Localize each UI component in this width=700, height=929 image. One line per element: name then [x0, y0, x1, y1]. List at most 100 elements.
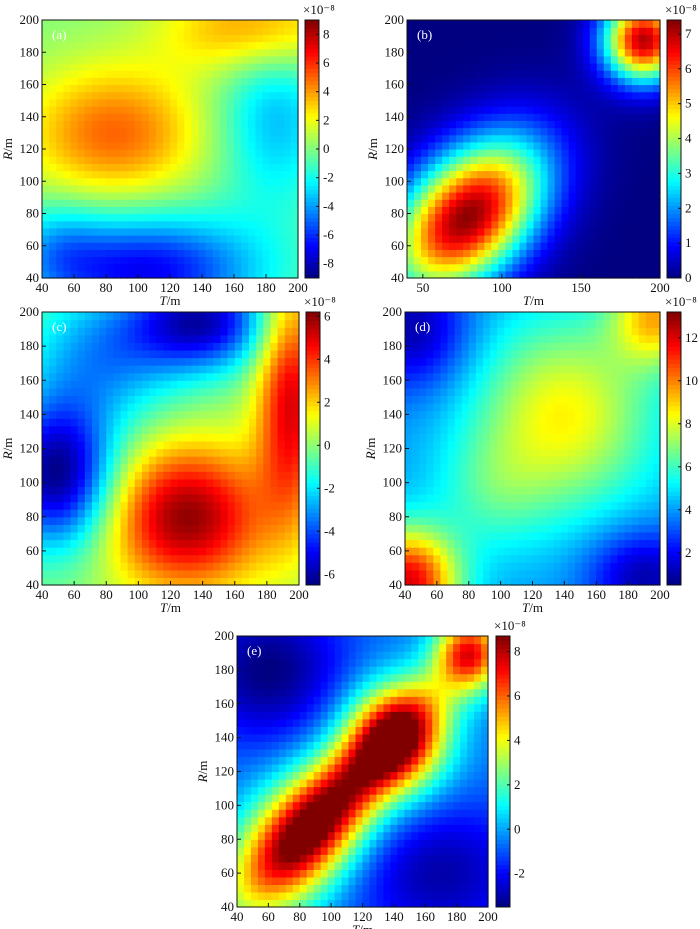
heatmap-cell — [283, 263, 292, 272]
colorbar-step — [305, 36, 319, 41]
heatmap-cell — [463, 120, 471, 129]
heatmap-cell — [610, 98, 619, 107]
y-axis-title: R/m — [0, 438, 15, 461]
colorbar-exponent: ×10⁻⁸ — [304, 294, 336, 309]
heatmap-cell — [505, 34, 514, 43]
heatmap-cell — [77, 494, 86, 503]
heatmap-cell — [610, 84, 619, 93]
heatmap-cell — [525, 486, 534, 495]
heatmap-cell — [610, 263, 619, 272]
heatmap-cell — [610, 70, 619, 78]
heatmap-cell — [70, 357, 79, 366]
colorbar-step — [305, 249, 319, 255]
heatmap-cell — [589, 547, 597, 556]
heatmap-cell — [490, 425, 498, 434]
heatmap-cell — [575, 516, 583, 525]
heatmap-cell — [241, 509, 250, 518]
heatmap-cell — [141, 554, 150, 563]
heatmap-cell — [484, 170, 492, 179]
heatmap-cell — [227, 418, 236, 427]
heatmap-cell — [149, 395, 157, 404]
heatmap-cell — [283, 48, 292, 57]
heatmap-cell — [449, 98, 457, 107]
heatmap-cell — [617, 55, 626, 64]
heatmap-cell — [177, 184, 185, 193]
heatmap-cell — [212, 27, 221, 35]
heatmap-cell — [198, 48, 207, 57]
heatmap-cell — [213, 418, 222, 427]
heatmap-cell — [184, 156, 192, 164]
heatmap-cell — [277, 410, 286, 419]
heatmap-cell — [498, 249, 506, 258]
colorbar-step — [667, 261, 681, 267]
heatmap-cell — [421, 113, 429, 121]
heatmap-cell — [106, 365, 114, 374]
heatmap-cell — [212, 163, 221, 172]
heatmap-cell — [84, 547, 93, 556]
heatmap-cell — [84, 494, 93, 503]
colorbar-step — [306, 486, 320, 492]
heatmap-cell — [547, 27, 556, 35]
heatmap-cell — [70, 395, 79, 404]
heatmap-cell — [291, 440, 300, 450]
heatmap-cell — [134, 516, 143, 525]
heatmap-cell — [468, 554, 477, 563]
heatmap-cell — [426, 494, 434, 503]
heatmap-cell — [56, 357, 65, 366]
heatmap-cell — [645, 242, 654, 250]
heatmap-cell — [407, 220, 415, 229]
heatmap-cell — [63, 113, 72, 121]
heatmap-cell — [234, 177, 242, 186]
heatmap-cell — [603, 27, 612, 35]
heatmap-cell — [270, 516, 279, 525]
heatmap-cell — [624, 20, 633, 28]
heatmap-cell — [42, 425, 50, 434]
heatmap-cell — [617, 577, 626, 586]
heatmap-cell — [184, 395, 193, 404]
heatmap-cell — [99, 395, 107, 404]
heatmap-cell — [603, 156, 612, 164]
heatmap-cell — [56, 327, 65, 336]
heatmap-cell — [84, 342, 93, 351]
heatmap-cell — [540, 70, 549, 78]
heatmap-cell — [155, 106, 164, 114]
heatmap-cell — [212, 263, 221, 272]
heatmap-cell — [199, 327, 207, 336]
heatmap-cell — [539, 478, 548, 488]
heatmap-cell — [49, 554, 57, 563]
heatmap-cell — [442, 98, 450, 107]
heatmap-cell — [405, 562, 413, 571]
heatmap-cell — [84, 120, 93, 129]
heatmap-cell — [113, 531, 122, 541]
heatmap-cell — [263, 478, 272, 488]
heatmap-cell — [149, 531, 157, 541]
heatmap-cell — [241, 554, 250, 563]
heatmap-cell — [440, 425, 449, 434]
heatmap-cell — [77, 554, 86, 563]
heatmap-cell — [421, 213, 429, 222]
heatmap-cell — [475, 501, 484, 510]
heatmap-cell — [156, 312, 164, 321]
heatmap-cell — [91, 235, 100, 243]
heatmap-cell — [63, 227, 72, 236]
heatmap-cell — [91, 577, 100, 586]
heatmap-cell — [249, 410, 257, 419]
heatmap-cell — [290, 192, 299, 200]
heatmap-cell — [177, 448, 186, 457]
heatmap-cell — [582, 220, 591, 229]
heatmap-cell — [99, 501, 107, 510]
heatmap-cell — [156, 395, 164, 404]
heatmap-cell — [106, 163, 114, 172]
heatmap-cell — [84, 27, 93, 35]
heatmap-cell — [276, 55, 285, 64]
heatmap-cell — [645, 213, 654, 222]
heatmap-cell — [234, 206, 242, 215]
heatmap-cell — [554, 141, 563, 150]
colorbar-step — [305, 181, 319, 186]
heatmap-cell — [512, 192, 521, 200]
heatmap-cell — [561, 235, 570, 243]
colorbar-step — [667, 28, 681, 33]
heatmap-cell — [184, 127, 192, 136]
heatmap-cell — [291, 410, 300, 419]
